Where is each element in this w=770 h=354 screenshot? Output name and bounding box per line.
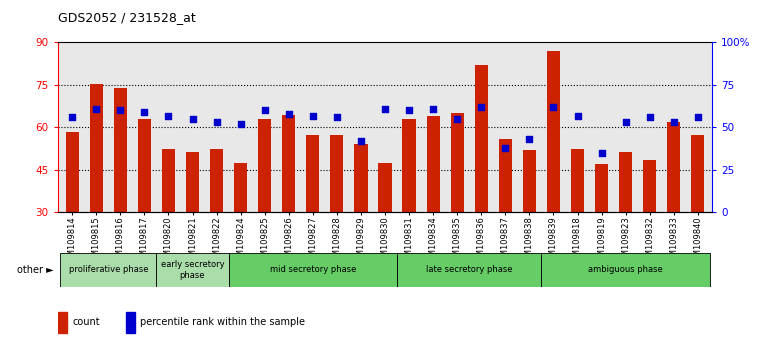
Bar	[60, 253, 156, 287]
Bar	[138, 119, 151, 212]
Point	[139, 109, 151, 115]
Bar	[595, 164, 608, 212]
Bar	[541, 253, 710, 287]
Point	[283, 111, 295, 117]
Point	[644, 114, 656, 120]
Point	[379, 106, 391, 112]
Bar	[523, 150, 536, 212]
Point	[691, 114, 704, 120]
Point	[330, 114, 343, 120]
Point	[547, 104, 560, 110]
Point	[234, 121, 246, 127]
Bar	[643, 160, 656, 212]
Text: late secretory phase: late secretory phase	[426, 266, 513, 274]
Point	[619, 120, 631, 125]
Point	[668, 120, 680, 125]
Text: ambiguous phase: ambiguous phase	[588, 266, 663, 274]
Point	[403, 108, 415, 113]
Point	[162, 113, 175, 118]
Bar	[258, 119, 271, 212]
Bar	[667, 122, 681, 212]
Point	[427, 106, 439, 112]
Bar	[210, 149, 223, 212]
Point	[571, 113, 584, 118]
Point	[90, 106, 102, 112]
Bar	[474, 65, 488, 212]
Bar	[403, 119, 416, 212]
Bar	[571, 149, 584, 212]
Bar	[156, 253, 229, 287]
Text: count: count	[72, 317, 100, 327]
Bar	[547, 51, 560, 212]
Bar	[65, 132, 79, 212]
Bar	[306, 135, 320, 212]
Bar	[691, 135, 705, 212]
Bar	[397, 253, 541, 287]
Point	[595, 150, 608, 156]
Bar	[234, 163, 247, 212]
Bar	[330, 135, 343, 212]
Bar	[126, 312, 135, 333]
Bar	[354, 144, 367, 212]
Bar	[229, 253, 397, 287]
Point	[306, 113, 319, 118]
Bar	[162, 149, 175, 212]
Bar	[378, 163, 392, 212]
Text: mid secretory phase: mid secretory phase	[270, 266, 356, 274]
Text: proliferative phase: proliferative phase	[69, 266, 148, 274]
Bar	[186, 152, 199, 212]
Point	[355, 138, 367, 144]
Bar	[499, 139, 512, 212]
Bar	[427, 116, 440, 212]
Point	[66, 114, 79, 120]
Point	[259, 108, 271, 113]
Point	[499, 145, 511, 151]
Point	[524, 137, 536, 142]
Bar	[89, 84, 103, 212]
Bar	[450, 113, 464, 212]
Text: percentile rank within the sample: percentile rank within the sample	[140, 317, 306, 327]
Bar	[619, 152, 632, 212]
Point	[475, 104, 487, 110]
Text: early secretory
phase: early secretory phase	[161, 260, 224, 280]
Bar	[58, 312, 67, 333]
Point	[114, 108, 126, 113]
Point	[186, 116, 199, 122]
Bar	[282, 115, 296, 212]
Text: other ►: other ►	[17, 265, 54, 275]
Bar	[114, 88, 127, 212]
Text: GDS2052 / 231528_at: GDS2052 / 231528_at	[58, 11, 196, 24]
Point	[451, 116, 464, 122]
Point	[210, 120, 223, 125]
